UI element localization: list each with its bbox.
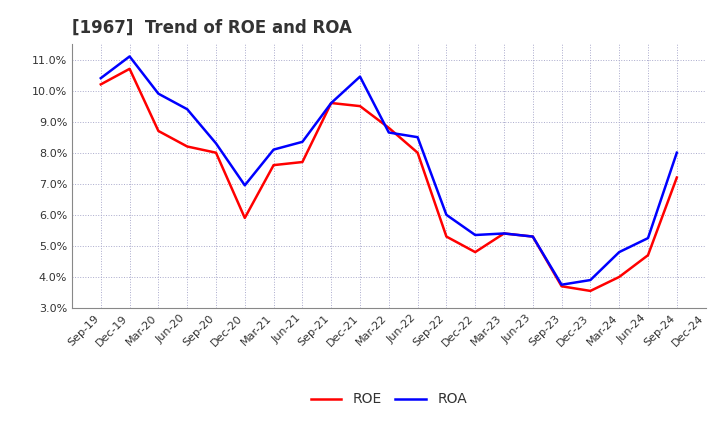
ROA [557, 282, 566, 287]
ROE [500, 231, 508, 236]
ROE [586, 288, 595, 293]
Legend: ROE, ROA: ROE, ROA [305, 387, 472, 412]
ROE [413, 150, 422, 155]
ROA [413, 135, 422, 140]
ROE [672, 175, 681, 180]
Text: [1967]  Trend of ROE and ROA: [1967] Trend of ROE and ROA [72, 19, 352, 37]
ROA [212, 141, 220, 146]
ROE [557, 284, 566, 289]
ROE [442, 234, 451, 239]
ROE [269, 162, 278, 168]
ROE [154, 128, 163, 134]
ROE [96, 82, 105, 87]
ROA [96, 76, 105, 81]
ROE [615, 274, 624, 279]
ROA [269, 147, 278, 152]
Line: ROE: ROE [101, 69, 677, 291]
ROE [356, 103, 364, 109]
ROA [471, 232, 480, 238]
ROE [327, 100, 336, 106]
ROA [672, 150, 681, 155]
ROA [586, 277, 595, 282]
ROA [298, 139, 307, 144]
ROE [471, 249, 480, 255]
ROE [644, 253, 652, 258]
ROE [528, 234, 537, 239]
ROA [442, 212, 451, 217]
ROE [298, 159, 307, 165]
ROE [125, 66, 134, 71]
ROA [327, 100, 336, 106]
ROA [183, 106, 192, 112]
ROA [125, 54, 134, 59]
ROA [500, 231, 508, 236]
ROE [183, 144, 192, 149]
ROE [212, 150, 220, 155]
ROA [615, 249, 624, 255]
ROA [528, 234, 537, 239]
ROE [384, 125, 393, 131]
ROA [384, 130, 393, 135]
Line: ROA: ROA [101, 56, 677, 285]
ROA [644, 235, 652, 241]
ROE [240, 215, 249, 220]
ROA [356, 74, 364, 79]
ROA [154, 91, 163, 96]
ROA [240, 183, 249, 188]
